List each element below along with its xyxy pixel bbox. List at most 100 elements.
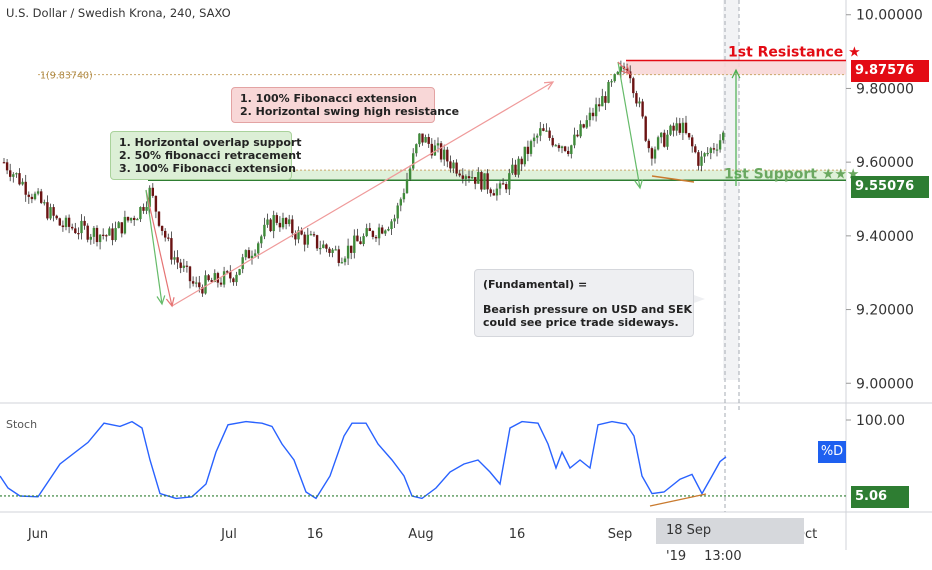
fundamental-line: could see price trade sideways. xyxy=(483,316,679,329)
candle-body xyxy=(709,148,712,153)
candle-body xyxy=(377,227,381,239)
candle-body xyxy=(430,143,433,156)
candle-body xyxy=(160,225,164,231)
candle-body xyxy=(173,257,176,260)
candle-body xyxy=(443,149,446,160)
candle-body xyxy=(511,164,514,174)
candle-body xyxy=(235,274,238,283)
callout-line: 3. 100% Fibonacci extension xyxy=(119,162,296,175)
candle-body xyxy=(185,265,189,267)
candle-body xyxy=(325,244,328,249)
candle-body xyxy=(269,219,272,232)
candle-body xyxy=(498,183,502,189)
candle-body xyxy=(681,122,685,133)
candle-body xyxy=(340,262,344,264)
candle-body xyxy=(108,228,111,236)
candle-body xyxy=(126,216,130,221)
price-tick-label: 9.00000 xyxy=(856,376,914,392)
stoch-d-line xyxy=(0,420,727,500)
candle-body xyxy=(77,233,80,235)
candle-body xyxy=(563,146,567,151)
grid-layer xyxy=(0,0,932,550)
candle-body xyxy=(712,148,716,150)
retrace-arrow-green-head xyxy=(156,295,166,306)
chart-title: U.S. Dollar / Swedish Krona, 240, SAXO xyxy=(6,6,231,20)
candle-body xyxy=(536,135,539,138)
stoch-level-label: 5.06 xyxy=(851,486,909,508)
candle-body xyxy=(133,217,136,221)
time-tick-label: 16 xyxy=(307,527,324,542)
swing-arrow xyxy=(617,61,631,75)
candle-body xyxy=(464,176,468,179)
candle-body xyxy=(145,206,148,211)
candle-body xyxy=(229,271,232,279)
candle-body xyxy=(480,172,483,190)
price-tick-label: 9.60000 xyxy=(856,155,914,171)
candle-body xyxy=(266,219,269,225)
candle-body xyxy=(694,146,697,153)
candle-body xyxy=(663,132,666,147)
candle-body xyxy=(619,66,623,72)
candle-body xyxy=(179,262,182,268)
crosshair-time: 13:00 xyxy=(704,549,742,564)
candle-body xyxy=(272,215,275,232)
candle-body xyxy=(470,177,474,179)
candle-body xyxy=(331,249,334,253)
candle-body xyxy=(334,249,337,251)
candle-body xyxy=(12,174,15,177)
crosshair-date-label: 18 Sep '19 13:00 xyxy=(656,518,804,564)
candle-body xyxy=(684,122,688,134)
chart-canvas[interactable]: 1(9.83740)50.00%1(9.57827)1st Resistance… xyxy=(0,0,932,550)
candle-body xyxy=(715,149,719,151)
candle-body xyxy=(102,234,105,236)
candle-body xyxy=(601,96,604,107)
candle-body xyxy=(80,220,83,234)
candle-body xyxy=(46,202,49,219)
candle-body xyxy=(213,273,216,282)
candle-body xyxy=(573,134,576,146)
candle-body xyxy=(15,173,18,175)
fib-callout[interactable]: 1. 100% Fibonacci extension 2. Horizonta… xyxy=(231,87,460,123)
support-zone xyxy=(148,170,846,181)
candle-body xyxy=(207,275,210,281)
swing-arrow-head xyxy=(621,65,631,75)
candle-body xyxy=(222,271,226,285)
stoch-divergence-line xyxy=(649,493,707,507)
stoch-label: Stoch xyxy=(6,418,38,431)
support-callout[interactable]: 1. Horizontal overlap support 2. 50% fib… xyxy=(110,131,302,180)
divergence-line xyxy=(651,175,695,183)
candle-body xyxy=(368,228,371,231)
candle-body xyxy=(557,145,561,149)
candle-body xyxy=(644,116,647,141)
candle-body xyxy=(309,234,313,236)
candle-body xyxy=(439,143,443,160)
candle-body xyxy=(58,218,61,226)
candle-body xyxy=(616,71,619,75)
fundamental-line: Bearish pressure on USD and SEK xyxy=(483,303,693,316)
candle-body xyxy=(204,275,207,294)
candle-body xyxy=(36,191,40,194)
candle-body xyxy=(120,222,123,234)
candle-body xyxy=(374,236,378,239)
candle-body xyxy=(33,193,37,200)
callout-line: 1. 100% Fibonacci extension xyxy=(240,92,417,105)
retrace-arrow-head xyxy=(165,297,175,308)
projection-band xyxy=(723,0,739,380)
candle-body xyxy=(446,149,449,162)
candle-body xyxy=(244,250,247,258)
candle-body xyxy=(294,233,297,240)
candle-body xyxy=(191,281,195,284)
candle-body xyxy=(706,152,709,155)
candle-body xyxy=(526,146,530,154)
candle-body xyxy=(660,132,663,138)
candle-body xyxy=(669,125,672,135)
fundamental-callout[interactable]: (Fundamental) = Bearish pressure on USD … xyxy=(474,269,694,337)
candle-body xyxy=(281,217,285,228)
candle-body xyxy=(501,183,505,185)
candle-body xyxy=(650,148,654,159)
candle-body xyxy=(117,222,120,229)
candle-body xyxy=(61,225,65,228)
support-label: 1st Support ★★★ xyxy=(724,166,859,182)
callout-line: 2. Horizontal swing high resistance xyxy=(240,105,460,118)
